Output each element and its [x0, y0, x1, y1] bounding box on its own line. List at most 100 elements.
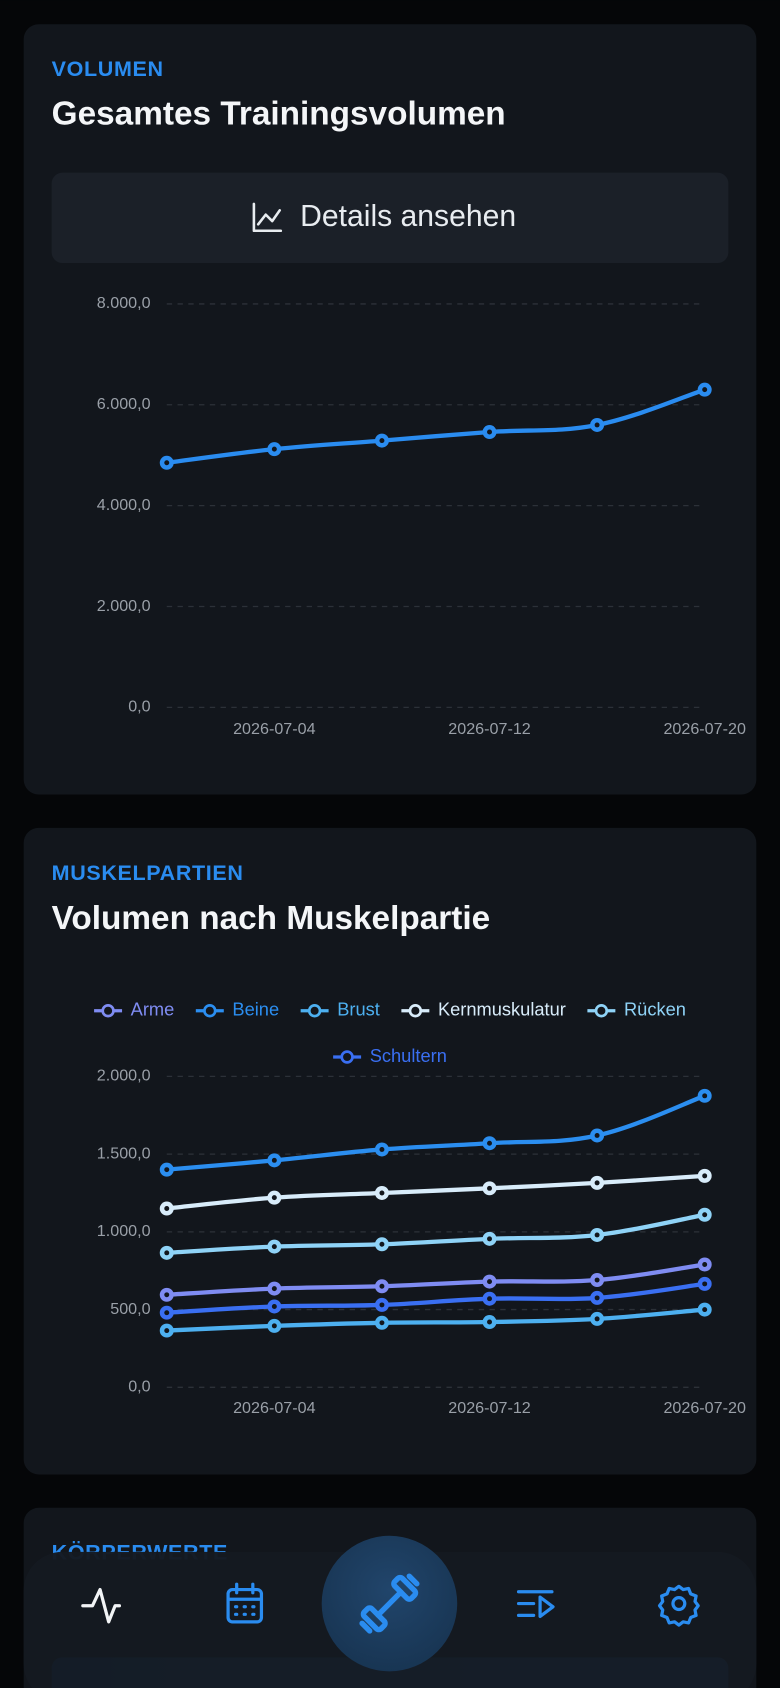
legend-swatch-dot	[408, 1004, 423, 1018]
data-point-center	[164, 1250, 170, 1256]
series-line	[164, 1173, 707, 1211]
data-point-center	[379, 1283, 385, 1289]
data-point-center	[379, 1146, 385, 1152]
series-line	[164, 1307, 707, 1333]
data-point-center	[702, 1093, 708, 1099]
data-point-center	[702, 1212, 708, 1218]
y-tick-label: 0,0	[128, 698, 150, 716]
data-point-center	[164, 1328, 170, 1334]
x-tick-label: 2026-07-04	[233, 1399, 316, 1417]
nav-playlist[interactable]	[516, 1590, 555, 1619]
data-point-center	[487, 1236, 492, 1242]
card	[23, 827, 757, 1475]
legend-item: Schultern	[333, 1045, 447, 1066]
details-button[interactable]: Details ansehen	[51, 172, 729, 264]
data-point-center	[487, 1319, 492, 1325]
data-point-center	[702, 1262, 708, 1267]
data-point-center	[164, 1206, 170, 1212]
charts: 0,0 2.000,0 4.000,0 6.000,0 8.000,0 2026-07-0…	[94, 294, 746, 1417]
series-line	[164, 387, 707, 465]
chart-icon	[252, 202, 283, 233]
legend-swatch-dot	[307, 1004, 322, 1018]
nav-activity[interactable]	[81, 1587, 122, 1624]
data-point-center	[379, 1241, 385, 1247]
legend-label: Brust	[337, 999, 380, 1020]
legend-label: Schultern	[370, 1045, 447, 1066]
data-point-center	[164, 1310, 170, 1316]
data-point-center	[379, 1302, 385, 1308]
y-tick-label: 2.000,0	[97, 1067, 151, 1085]
y-tick-label: 1.000,0	[97, 1222, 151, 1240]
data-point-center	[271, 1157, 277, 1163]
y-tick-label: 500,0	[110, 1300, 150, 1318]
data-point-center	[594, 1316, 600, 1322]
legend-label: Beine	[232, 999, 279, 1020]
data-point-center	[379, 1320, 385, 1326]
card-eyebrow: MUSKELPARTIEN	[52, 861, 244, 885]
data-point-center	[164, 460, 170, 466]
data-point-center	[487, 1185, 492, 1191]
y-tick-label: 0,0	[128, 1378, 150, 1396]
x-tick-label: 2026-07-12	[448, 720, 531, 738]
data-point-center	[271, 1195, 277, 1201]
card-title: Volumen nach Muskelpartie	[52, 900, 491, 937]
legend-swatch-dot	[594, 1004, 609, 1018]
data-point-center	[164, 1167, 170, 1173]
data-point-center	[271, 1244, 277, 1250]
series-line	[164, 1262, 707, 1297]
card-eyebrow: VOLUMEN	[52, 57, 164, 81]
y-tick-label: 1.500,0	[97, 1144, 151, 1162]
legend-label: Rücken	[624, 999, 686, 1020]
data-point-center	[594, 1295, 600, 1301]
y-tick-label: 2.000,0	[97, 597, 151, 615]
x-tick-label: 2026-07-20	[663, 1399, 746, 1417]
legend-label: Arme	[131, 999, 175, 1020]
x-tick-label: 2026-07-04	[233, 720, 316, 738]
data-point-center	[594, 422, 600, 428]
legend-swatch-dot	[101, 1004, 115, 1018]
legend-item: Kernmuskulatur	[401, 999, 566, 1020]
data-point-center	[594, 1132, 600, 1138]
data-point-center	[487, 429, 492, 435]
data-point-center	[702, 1307, 708, 1313]
nav-workout-icon	[359, 1573, 420, 1634]
x-tick-label: 2026-07-12	[448, 1399, 531, 1417]
data-point-center	[271, 1303, 277, 1309]
card-title: Gesamtes Trainingsvolumen	[52, 95, 506, 132]
data-point-center	[487, 1296, 492, 1302]
x-tick-label: 2026-07-20	[663, 720, 746, 738]
series-line	[164, 1281, 707, 1315]
data-point-center	[379, 1190, 385, 1196]
data-point-center	[594, 1277, 600, 1283]
legend-swatch-dot	[203, 1004, 217, 1018]
bottom-nav	[23, 1535, 757, 1688]
legend-swatch-dot	[340, 1050, 354, 1064]
data-point-center	[164, 1292, 170, 1298]
legend-item: Brust	[300, 999, 380, 1020]
y-tick-label: 4.000,0	[97, 496, 151, 514]
legend-item: Rücken	[587, 999, 686, 1020]
y-tick-label: 6.000,0	[97, 395, 151, 413]
y-tick-label: 8.000,0	[97, 294, 151, 312]
data-point-center	[702, 1281, 708, 1287]
data-point-center	[487, 1279, 492, 1285]
button-bg	[51, 172, 729, 264]
data-point-center	[271, 1286, 277, 1292]
series-line	[164, 1093, 707, 1172]
data-point-center	[487, 1140, 492, 1146]
nav-calendar[interactable]	[226, 1582, 264, 1624]
legend-item: Beine	[195, 999, 279, 1020]
button-label: Details ansehen	[300, 200, 516, 233]
data-point-center	[594, 1180, 600, 1186]
legend-item: Arme	[94, 999, 174, 1020]
data-point-center	[271, 1323, 277, 1329]
nav-settings[interactable]	[657, 1584, 700, 1627]
data-point-center	[702, 387, 708, 393]
legend-label: Kernmuskulatur	[438, 999, 566, 1020]
data-point-center	[702, 1173, 708, 1179]
data-point-center	[271, 446, 277, 452]
data-point-center	[594, 1232, 600, 1238]
series-line	[164, 1212, 707, 1255]
data-point-center	[379, 438, 385, 444]
